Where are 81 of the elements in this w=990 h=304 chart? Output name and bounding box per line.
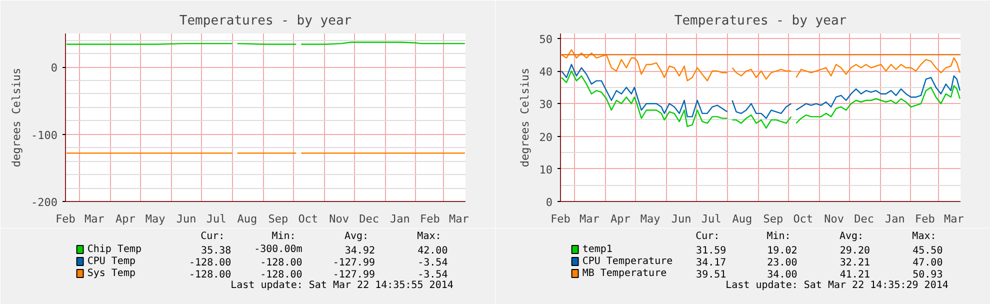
text: 31.59 — [696, 246, 726, 256]
text: -127.99 — [332, 258, 376, 268]
text: Avg: — [839, 231, 864, 242]
text: Cur: — [200, 231, 225, 242]
y-tick-label: 50 — [539, 32, 553, 46]
text: 39.51 — [696, 270, 726, 280]
text: Max: — [912, 231, 936, 242]
x-tick-label: Sep — [268, 212, 288, 226]
x-tick-label: Nov — [824, 212, 844, 226]
legend-label: MB Temperature — [582, 268, 667, 279]
x-tick-label: Mar — [448, 212, 470, 226]
text: 34.92 — [344, 246, 375, 256]
text: Min: — [766, 231, 791, 242]
y-tick-label: -200 — [31, 196, 58, 209]
text: 47.00 — [912, 258, 943, 268]
legend-label: temp1 — [582, 244, 612, 255]
x-tick-label: Sep — [763, 212, 784, 226]
text: 42.00 — [418, 246, 448, 256]
text: Last update: Sat Mar 22 14:35:55 2014 — [230, 280, 454, 291]
x-tick-label: Jun — [176, 212, 196, 226]
x-tick-label: Mar — [944, 212, 964, 226]
text: -128.00 — [260, 270, 302, 280]
x-tick-label: Dec — [854, 212, 874, 226]
text: 19.02 — [767, 246, 798, 256]
legend-label: CPU Temp — [87, 256, 136, 267]
x-tick-label: Aug — [732, 212, 752, 226]
text: -3.54 — [418, 258, 448, 268]
x-tick-label: Feb — [915, 212, 935, 226]
y-tick-label: 30 — [539, 98, 553, 112]
text: -300.00m — [254, 244, 302, 255]
chart-title: Temperatures - by year — [179, 14, 352, 28]
text: 23.00 — [767, 258, 798, 268]
x-tick-label: Nov — [329, 212, 350, 226]
x-tick-label: May — [145, 212, 166, 226]
x-tick-label: Apr — [610, 212, 631, 226]
y-tick-label: 20 — [539, 130, 553, 144]
x-tick-label: Jun — [671, 212, 692, 226]
text: 41.21 — [840, 270, 870, 280]
legend-label: CPU Temperature — [582, 256, 673, 267]
y-axis-title: degrees Celsius — [518, 68, 532, 168]
text: 32.21 — [840, 258, 870, 268]
y-tick-label: 0 — [50, 62, 58, 75]
legend-label: Chip Temp — [87, 244, 142, 255]
y-tick-label: 40 — [539, 66, 553, 79]
legend-label: Sys Temp — [87, 268, 136, 279]
x-tick-label: Jul — [701, 212, 722, 226]
x-tick-label: Mar — [580, 212, 600, 226]
x-tick-label: Feb — [550, 212, 570, 226]
x-tick-label: Dec — [359, 212, 379, 226]
y-tick-label: 10 — [539, 163, 553, 176]
text: Last update: Sat Mar 22 14:35:29 2014 — [726, 280, 948, 291]
x-tick-label: Oct — [793, 212, 814, 226]
x-tick-label: Jan — [390, 212, 410, 226]
text: 34.00 — [767, 270, 798, 280]
x-tick-label: Feb — [56, 212, 76, 226]
x-tick-label: Feb — [420, 212, 440, 226]
x-tick-label: Oct — [298, 212, 318, 226]
text: Cur: — [696, 231, 720, 242]
text: -3.54 — [418, 270, 448, 280]
text: -128.00 — [189, 270, 232, 280]
text: -128.00 — [189, 258, 232, 268]
text: 34.17 — [696, 258, 726, 268]
text: -128.00 — [260, 258, 302, 268]
x-tick-label: Apr — [115, 212, 136, 226]
y-axis-title: degrees Celsius — [10, 68, 24, 168]
text: 45.50 — [912, 246, 943, 256]
x-tick-label: Mar — [84, 212, 105, 226]
text: 29.20 — [840, 246, 870, 256]
text: 50.93 — [912, 270, 943, 280]
y-tick-label: 0 — [546, 196, 552, 209]
y-tick-label: -100 — [31, 128, 58, 142]
x-tick-label: Aug — [237, 212, 258, 226]
text: 35.38 — [201, 246, 232, 256]
text: Min: — [272, 231, 296, 242]
x-tick-label: Jul — [206, 212, 226, 226]
text: -127.99 — [332, 270, 376, 280]
chart-title: Temperatures - by year — [674, 14, 847, 28]
text: Max: — [417, 231, 442, 242]
x-tick-label: May — [640, 212, 661, 226]
text: Avg: — [344, 231, 369, 242]
x-tick-label: Jan — [885, 212, 905, 226]
